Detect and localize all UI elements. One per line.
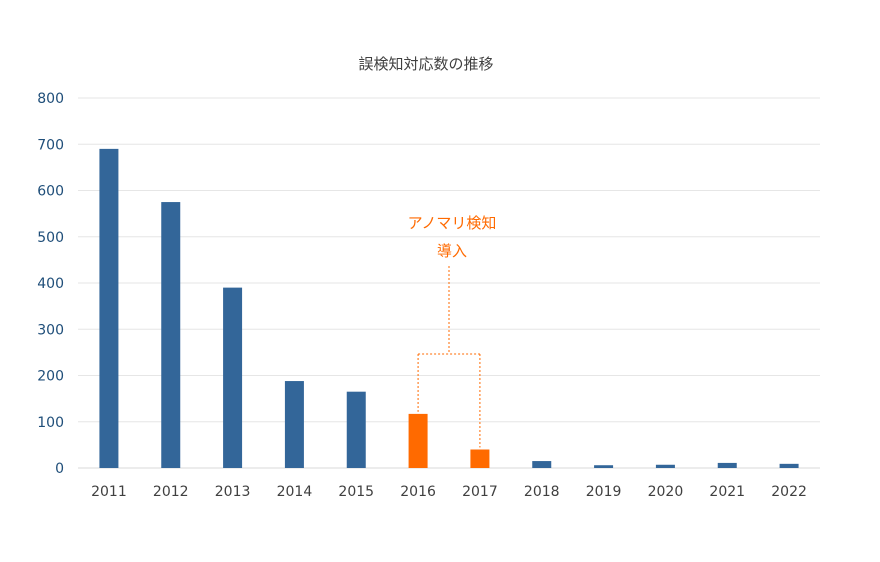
x-axis-ticks: 2011 2012 2013 2014 2015 2016 2017 2018 2019 2020… bbox=[91, 484, 807, 500]
x-tick-label: 2017 bbox=[462, 484, 498, 500]
y-tick-label: 600 bbox=[37, 184, 64, 200]
x-tick-label: 2014 bbox=[277, 484, 313, 500]
bar-2013 bbox=[223, 287, 243, 468]
chart-title: 誤検知対応数の推移 bbox=[358, 55, 493, 73]
x-tick-label: 2021 bbox=[709, 484, 745, 500]
bar-2018 bbox=[532, 461, 552, 468]
y-tick-label: 200 bbox=[37, 369, 64, 385]
y-tick-label: 100 bbox=[37, 415, 64, 431]
x-tick-label: 2019 bbox=[586, 484, 622, 500]
bar-2017 bbox=[470, 449, 490, 468]
bar-2015 bbox=[346, 391, 366, 468]
bar-2019 bbox=[594, 465, 614, 468]
y-tick-label: 800 bbox=[37, 91, 64, 107]
x-tick-label: 2018 bbox=[524, 484, 560, 500]
bar-2022 bbox=[779, 463, 799, 468]
bar-2012 bbox=[161, 202, 181, 468]
x-tick-label: 2013 bbox=[215, 484, 251, 500]
y-tick-label: 0 bbox=[55, 461, 64, 477]
x-tick-label: 2011 bbox=[91, 484, 127, 500]
x-tick-label: 2022 bbox=[771, 484, 807, 500]
x-tick-label: 2012 bbox=[153, 484, 189, 500]
x-tick-label: 2016 bbox=[400, 484, 436, 500]
y-tick-label: 400 bbox=[37, 276, 64, 292]
y-tick-label: 500 bbox=[37, 230, 64, 246]
annotation: アノマリ検知 導入 bbox=[408, 214, 497, 448]
annotation-line1: アノマリ検知 bbox=[408, 214, 497, 232]
y-axis-ticks: 0 100 200 300 400 500 600 700 800 bbox=[37, 91, 64, 477]
bar-2014 bbox=[284, 381, 304, 468]
x-tick-label: 2020 bbox=[648, 484, 684, 500]
bar-2011 bbox=[99, 148, 119, 468]
y-tick-label: 700 bbox=[37, 137, 64, 153]
y-tick-label: 300 bbox=[37, 322, 64, 338]
bar-2016 bbox=[408, 413, 428, 468]
bar-2021 bbox=[717, 462, 737, 468]
annotation-line2: 導入 bbox=[437, 242, 467, 260]
x-tick-label: 2015 bbox=[338, 484, 374, 500]
bar-2020 bbox=[655, 464, 675, 468]
bars bbox=[99, 148, 799, 468]
